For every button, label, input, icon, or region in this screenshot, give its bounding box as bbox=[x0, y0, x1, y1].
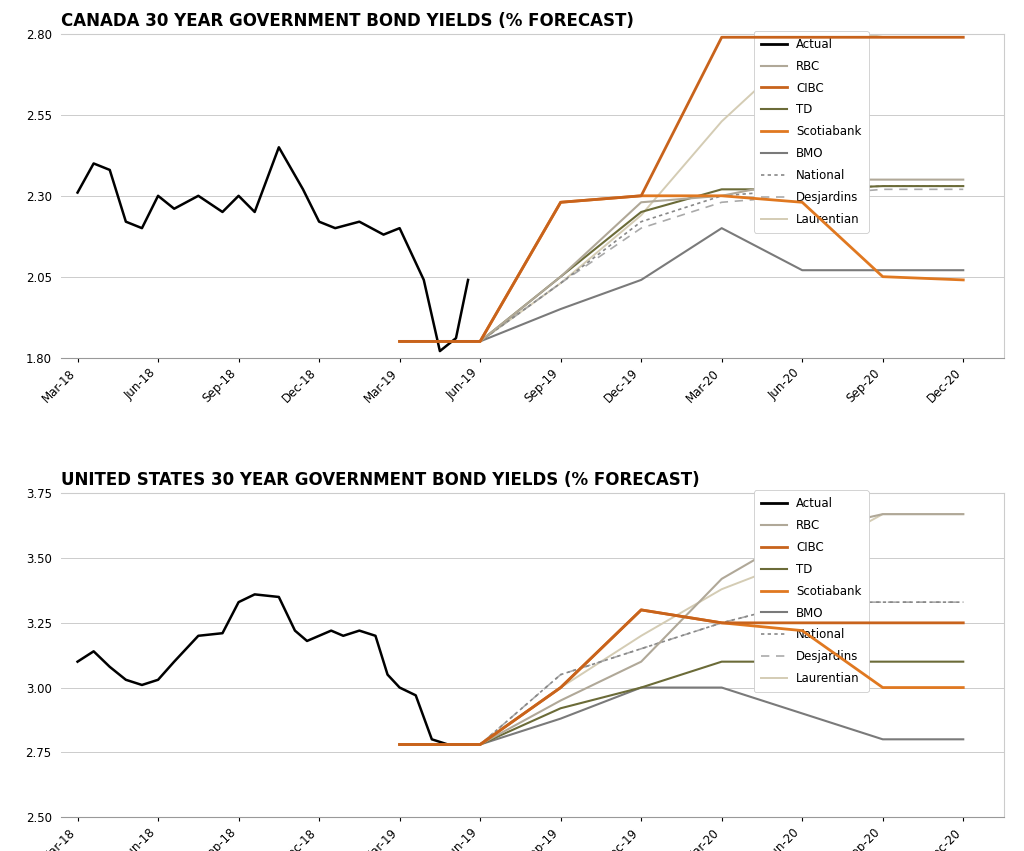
Legend: Actual, RBC, CIBC, TD, Scotiabank, BMO, National, Desjardins, Laurentian: Actual, RBC, CIBC, TD, Scotiabank, BMO, … bbox=[754, 31, 868, 233]
Legend: Actual, RBC, CIBC, TD, Scotiabank, BMO, National, Desjardins, Laurentian: Actual, RBC, CIBC, TD, Scotiabank, BMO, … bbox=[754, 490, 868, 692]
Text: CANADA 30 YEAR GOVERNMENT BOND YIELDS (% FORECAST): CANADA 30 YEAR GOVERNMENT BOND YIELDS (%… bbox=[61, 12, 634, 30]
Text: UNITED STATES 30 YEAR GOVERNMENT BOND YIELDS (% FORECAST): UNITED STATES 30 YEAR GOVERNMENT BOND YI… bbox=[61, 471, 700, 489]
